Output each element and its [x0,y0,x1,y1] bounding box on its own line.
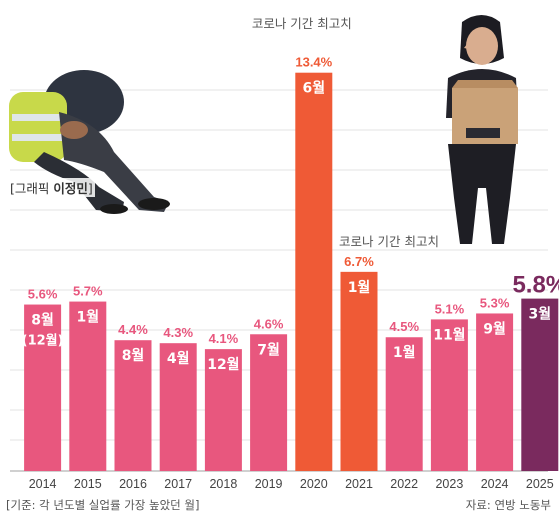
bar-2018 [204,349,242,471]
credit-prefix: [그래픽 [10,181,54,196]
labels: 5.6% 8월 (12월) 2014 5.7% 1월 2015 4.4% 8월 2016 4.3% 4… [22,16,559,491]
bar-2022 [385,337,423,471]
bar-2016 [114,340,152,471]
month-label-2017: 4월 [167,350,190,367]
data-source: 자료: 연방 노동부 [465,498,551,512]
month-label-2018: 12월 [207,356,239,373]
value-label-2018: 4.1% [209,331,239,346]
month-label-2015: 1월 [76,309,99,326]
credit-suffix: ] [87,181,93,196]
bar-2017 [159,343,197,471]
value-label-2017: 4.3% [163,325,193,340]
bars [24,72,559,472]
value-label-2025: 5.8% [512,272,559,299]
x-tick-label-2016: 2016 [119,477,147,491]
x-tick-label-2025: 2025 [526,477,554,491]
month-label-2019: 7월 [257,341,280,358]
x-tick-label-2015: 2015 [74,477,102,491]
woman-with-box-photo [446,15,518,244]
month-label-2024: 9월 [483,320,506,337]
x-tick-label-2022: 2022 [390,477,418,491]
bar-2014 [24,304,62,471]
month-label-2025: 3월 [528,306,551,323]
month-label-2016: 8월 [122,347,145,364]
value-label-2024: 5.3% [480,295,510,310]
month-label-2023: 11월 [433,326,465,343]
value-label-2015: 5.7% [73,284,103,299]
bar-2015 [69,301,107,471]
annotation-2021: 코로나 기간 최고치 [339,234,439,249]
bar-2021 [340,271,378,471]
value-label-2020: 13.4% [295,55,332,70]
x-tick-label-2017: 2017 [164,477,192,491]
bar-2024 [476,313,514,471]
month-label-2020: 6월 [302,80,325,97]
x-tick-label-2018: 2018 [209,477,237,491]
graphic-credit: [그래픽 이정민] [8,178,95,197]
credit-name: 이정민 [53,181,88,196]
value-label-2019: 4.6% [254,316,284,331]
x-tick-label-2014: 2014 [29,477,57,491]
bar-2025 [521,298,559,471]
value-label-2014: 5.6% [28,287,58,302]
month-label-2022: 1월 [393,344,416,361]
value-label-2016: 4.4% [118,322,148,337]
bar-2023 [430,319,468,471]
month-label-2014: 8월 [31,312,54,329]
bar-2019 [250,334,288,471]
annotation-2020: 코로나 기간 최고치 [252,16,352,31]
bar-2020 [295,72,333,472]
value-label-2022: 4.5% [389,319,419,334]
x-tick-label-2020: 2020 [300,477,328,491]
x-tick-label-2024: 2024 [481,477,509,491]
x-tick-label-2023: 2023 [435,477,463,491]
month-sublabel-2014: (12월) [22,333,64,349]
value-label-2021: 6.7% [344,254,374,269]
value-label-2023: 5.1% [435,301,465,316]
x-tick-label-2021: 2021 [345,477,373,491]
x-tick-label-2019: 2019 [255,477,283,491]
month-label-2021: 1월 [348,279,371,296]
basis-note: [기준: 각 년도별 실업률 가장 높았던 월] [6,498,200,512]
